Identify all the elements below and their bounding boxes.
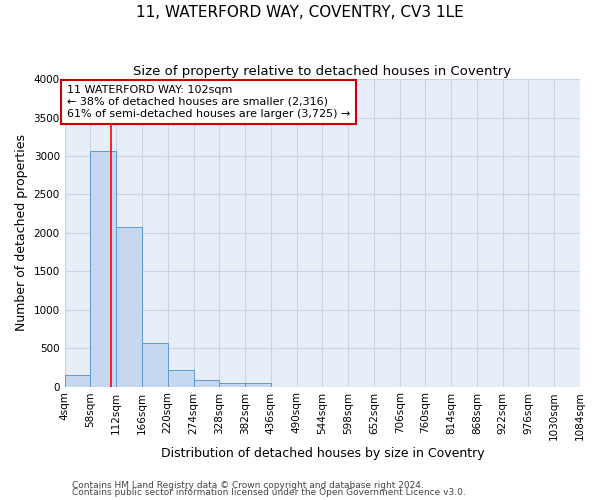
- Bar: [116, 228, 142, 386]
- Y-axis label: Number of detached properties: Number of detached properties: [15, 134, 28, 332]
- Text: Contains HM Land Registry data © Crown copyright and database right 2024.: Contains HM Land Registry data © Crown c…: [72, 480, 424, 490]
- Text: 11 WATERFORD WAY: 102sqm
← 38% of detached houses are smaller (2,316)
61% of sem: 11 WATERFORD WAY: 102sqm ← 38% of detach…: [67, 86, 350, 118]
- Bar: [219, 382, 245, 386]
- Bar: [168, 370, 193, 386]
- Title: Size of property relative to detached houses in Coventry: Size of property relative to detached ho…: [133, 65, 511, 78]
- Bar: [193, 380, 219, 386]
- Text: Contains public sector information licensed under the Open Government Licence v3: Contains public sector information licen…: [72, 488, 466, 497]
- Bar: [65, 375, 91, 386]
- X-axis label: Distribution of detached houses by size in Coventry: Distribution of detached houses by size …: [161, 447, 484, 460]
- Bar: [245, 382, 271, 386]
- Text: 11, WATERFORD WAY, COVENTRY, CV3 1LE: 11, WATERFORD WAY, COVENTRY, CV3 1LE: [136, 5, 464, 20]
- Bar: [142, 343, 168, 386]
- Bar: [91, 150, 116, 386]
